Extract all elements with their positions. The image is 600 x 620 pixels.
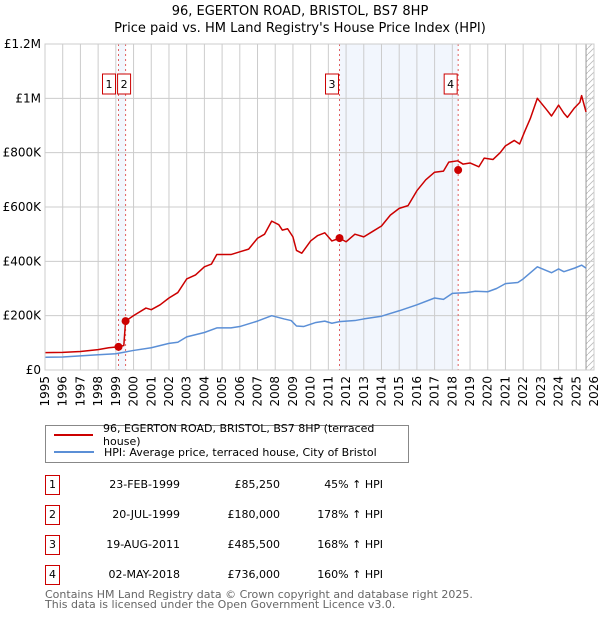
x-tick-label: 2010 <box>304 376 318 407</box>
x-tick-label: 2024 <box>552 376 566 407</box>
sale-date: 20-JUL-1999 <box>112 508 180 521</box>
series-line <box>44 264 587 358</box>
legend-label: 96, EGERTON ROAD, BRISTOL, BS7 8HP (terr… <box>103 422 375 448</box>
x-tick-label: 2020 <box>481 376 495 407</box>
x-tick-label: 2023 <box>534 376 548 407</box>
legend-item-hpi: HPI: Average price, terraced house, City… <box>54 444 377 460</box>
sale-date: 02-MAY-2018 <box>108 568 180 581</box>
series-line <box>44 94 587 354</box>
x-tick-label: 2009 <box>286 376 300 407</box>
sale-label-box <box>117 73 132 95</box>
sale-label-number: 3 <box>329 78 336 91</box>
sale-price: £85,250 <box>234 478 281 491</box>
chart-subtitle: Price paid vs. HM Land Registry's House … <box>114 21 486 36</box>
x-tick-label: 2017 <box>428 376 442 407</box>
sale-hpi-change: 178% ↑ HPI <box>317 508 383 521</box>
sale-number-badge: 1 <box>45 475 60 495</box>
x-tick-label: 2011 <box>321 376 335 407</box>
footer-copyright: Contains HM Land Registry data © Crown c… <box>45 588 473 601</box>
y-tick-label: £1M <box>15 91 41 105</box>
sale-point <box>335 234 344 243</box>
sale-label-box <box>325 73 340 95</box>
y-tick-label: £1.2M <box>4 37 41 51</box>
y-tick-label: £600K <box>3 200 43 214</box>
sale-number-badge: 2 <box>45 505 60 525</box>
x-tick-label: 2015 <box>392 376 406 407</box>
sale-price: £485,500 <box>227 538 281 551</box>
table-row: 1 23-FEB-1999 £85,250 45% ↑ HPI <box>45 475 445 495</box>
x-tick-label: 2026 <box>587 376 600 407</box>
price-chart: 1995 1996 1997 1998 1999 2000 2001 2002 2003 2004… <box>3 37 600 407</box>
sale-point <box>121 317 130 326</box>
sale-price: £736,000 <box>227 568 281 581</box>
legend-label: HPI: Average price, terraced house, City… <box>104 445 377 459</box>
x-tick-label: 2025 <box>569 376 583 407</box>
plot-border <box>44 43 595 371</box>
sale-date: 19-AUG-2011 <box>106 538 180 551</box>
y-tick-label: £400K <box>3 254 43 268</box>
sale-hpi-change: 45% ↑ HPI <box>324 478 383 491</box>
x-tick-label: 2008 <box>268 376 282 407</box>
table-row: 2 20-JUL-1999 £180,000 178% ↑ HPI <box>45 505 445 525</box>
sale-label-box <box>443 73 458 95</box>
x-tick-label: 1995 <box>38 376 52 407</box>
sale-hpi-change: 160% ↑ HPI <box>317 568 383 581</box>
sale-number-badge: 4 <box>45 565 60 585</box>
footer-licence: This data is licensed under the Open Gov… <box>45 598 396 611</box>
table-row: 4 02-MAY-2018 £736,000 160% ↑ HPI <box>45 565 445 585</box>
y-tick-label: £200K <box>3 309 43 323</box>
y-tick-label: £800K <box>3 146 43 160</box>
x-tick-label: 2002 <box>162 376 176 407</box>
legend: 96, EGERTON ROAD, BRISTOL, BS7 8HP (terr… <box>45 422 409 463</box>
sale-hpi-change: 168% ↑ HPI <box>317 538 383 551</box>
red-line-swatch <box>54 434 94 436</box>
x-tick-label: 2019 <box>463 376 477 407</box>
x-tick-label: 2013 <box>357 376 371 407</box>
sale-point <box>454 166 463 175</box>
x-tick-label: 1998 <box>91 376 105 407</box>
x-tick-label: 2018 <box>445 376 459 407</box>
x-tick-label: 2006 <box>233 376 247 407</box>
chart-title: 96, EGERTON ROAD, BRISTOL, BS7 8HP <box>171 4 429 19</box>
sale-label-number: 2 <box>121 78 128 91</box>
x-tick-label: 2000 <box>127 376 141 407</box>
sale-number-badge: 3 <box>45 535 60 555</box>
table-row: 3 19-AUG-2011 £485,500 168% ↑ HPI <box>45 535 445 555</box>
sale-label-number: 4 <box>447 78 454 91</box>
x-tick-label: 2022 <box>516 376 530 407</box>
footer: Contains HM Land Registry data © Crown c… <box>45 588 473 611</box>
sale-point <box>114 342 123 351</box>
x-tick-label: 2004 <box>197 376 211 407</box>
x-tick-label: 2007 <box>251 376 265 407</box>
blue-line-swatch <box>54 451 94 453</box>
x-tick-label: 2021 <box>498 376 512 407</box>
x-tick-label: 2012 <box>339 376 353 407</box>
x-tick-label: 2016 <box>410 376 424 407</box>
sale-label-box <box>101 73 116 95</box>
sale-date: 23-FEB-1999 <box>109 478 180 491</box>
x-tick-label: 1996 <box>56 376 70 407</box>
sale-label-number: 1 <box>105 78 112 91</box>
legend-item-property: 96, EGERTON ROAD, BRISTOL, BS7 8HP (terr… <box>54 422 408 448</box>
sale-price: £180,000 <box>227 508 281 521</box>
x-tick-label: 1997 <box>73 376 87 407</box>
y-tick-label: £0 <box>26 363 41 377</box>
x-tick-label: 2001 <box>144 376 158 407</box>
x-tick-label: 2005 <box>215 376 229 407</box>
x-tick-label: 2014 <box>374 376 388 407</box>
x-tick-label: 1999 <box>109 376 123 407</box>
x-tick-label: 2003 <box>180 376 194 407</box>
